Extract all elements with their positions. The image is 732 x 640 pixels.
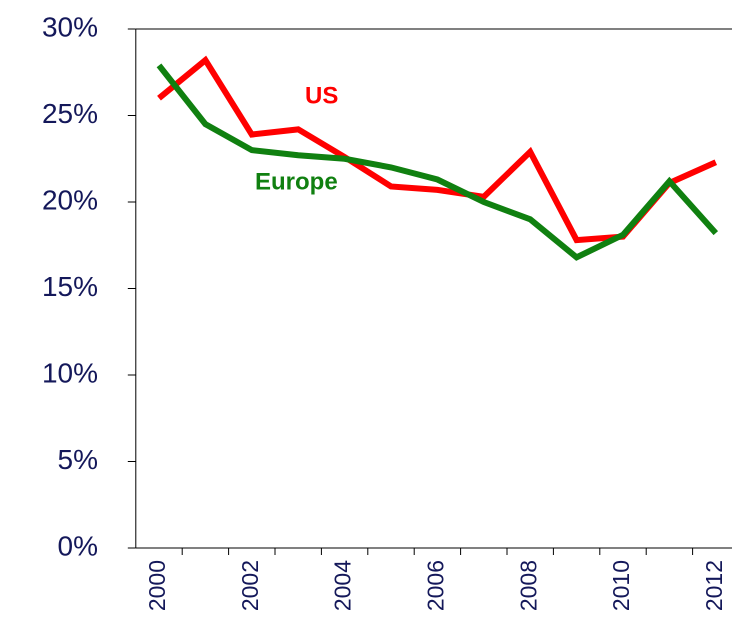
y-tick-label: 20% <box>42 184 98 215</box>
x-tick-label: 2006 <box>422 560 448 611</box>
y-tick-label: 15% <box>42 271 98 302</box>
x-tick-label: 2004 <box>330 560 356 611</box>
y-tick-label: 0% <box>58 530 98 561</box>
x-tick-label: 2008 <box>515 560 541 611</box>
series-line <box>157 55 718 244</box>
x-tick-label: 2010 <box>608 560 634 611</box>
y-tick-label: 25% <box>42 98 98 129</box>
series-label: US <box>305 82 338 109</box>
x-tick-label: 2002 <box>237 560 263 611</box>
x-tick-label: 2012 <box>701 560 727 611</box>
y-tick-label: 30% <box>42 11 98 42</box>
series-label: Europe <box>255 168 338 195</box>
series-line <box>156 63 719 261</box>
y-tick-label: 5% <box>58 444 98 475</box>
x-tick-label: 2000 <box>144 560 170 611</box>
y-tick-label: 10% <box>42 357 98 388</box>
